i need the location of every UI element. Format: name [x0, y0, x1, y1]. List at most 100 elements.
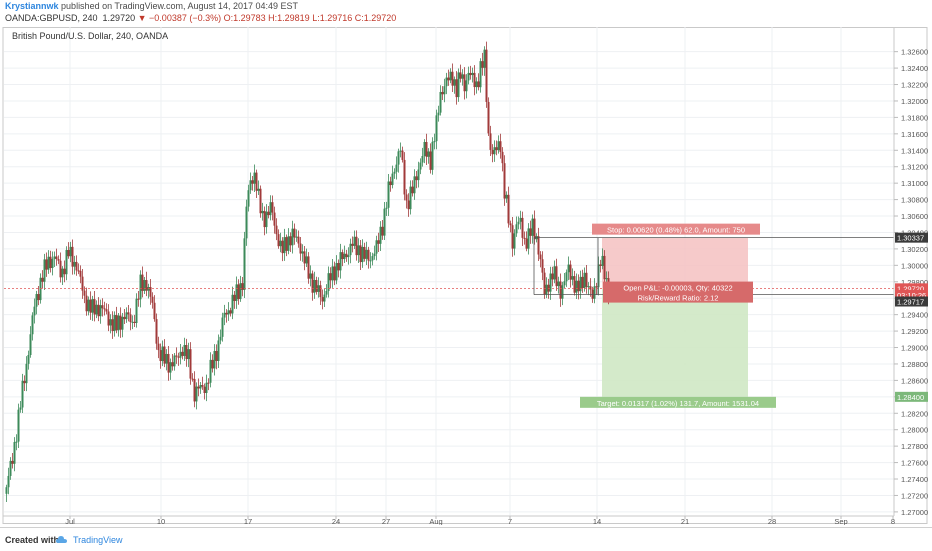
ohlc-values: O:1.29783 H:1.29819 L:1.29716 C:1.29720: [223, 13, 397, 23]
price-marker-box: [895, 289, 928, 300]
candle-body: [489, 133, 492, 150]
candle-body: [405, 194, 408, 201]
symbol-info: OANDA:GBPUSD, 240 1.29720 ▼ −0.00387 (−0…: [5, 13, 396, 27]
candle-body: [195, 386, 198, 402]
candle-body: [235, 284, 238, 301]
price-tick-label: 1.28600: [901, 376, 928, 385]
candle-body: [229, 310, 232, 314]
candle-body: [429, 151, 432, 170]
candle-body: [203, 386, 206, 394]
candle-body: [387, 181, 390, 208]
chart-frame: [2, 27, 928, 524]
candle-body: [301, 251, 304, 254]
candle-body: [103, 308, 106, 310]
publish-info: Krystiannwk published on TradingView.com…: [5, 1, 298, 15]
candle-body: [87, 299, 90, 312]
candle-body: [401, 150, 404, 160]
candle-body: [139, 274, 142, 300]
candle-body: [199, 385, 202, 389]
price-marker-box: [895, 232, 928, 243]
chart-canvas[interactable]: 1.32600 1.32400 1.32200 1.32000 1.31800 1.316…: [0, 27, 932, 525]
candle-body: [561, 285, 564, 299]
candle-body: [23, 380, 26, 384]
candle-body: [527, 228, 530, 249]
candle-body: [113, 315, 116, 332]
candle-body: [61, 268, 64, 278]
candle-body: [431, 141, 434, 170]
candle-body: [499, 141, 502, 152]
candle-body: [191, 378, 194, 380]
candle-body: [537, 236, 540, 255]
time-tick-label: 8: [891, 517, 895, 525]
candle-body: [119, 315, 122, 330]
candle-body: [97, 304, 100, 317]
candle-body: [343, 253, 346, 260]
candle-body: [393, 171, 396, 174]
candle-body: [109, 319, 112, 326]
candle-body: [597, 264, 600, 288]
candle-body: [479, 61, 482, 88]
candle-body: [53, 256, 56, 259]
stop-zone: [602, 237, 748, 289]
price-tick-label: 1.29400: [901, 311, 928, 320]
candle-body: [257, 188, 260, 191]
chart-title: British Pound/U.S. Dollar, 240, OANDA: [12, 31, 169, 41]
candle-body: [351, 243, 354, 246]
candle-body: [539, 254, 542, 260]
candle-body: [353, 236, 356, 246]
candle-body: [197, 386, 200, 389]
candle-body: [183, 344, 186, 356]
candle-body: [435, 115, 438, 142]
candle-body: [247, 190, 250, 207]
candle-body: [237, 284, 240, 300]
candle-body: [359, 245, 362, 263]
candle-body: [483, 49, 486, 68]
candle-body: [221, 317, 224, 337]
candle-body: [65, 249, 68, 275]
candle-body: [303, 251, 306, 264]
candle-body: [449, 71, 452, 81]
position-zones: [602, 237, 748, 397]
candle-body: [163, 346, 166, 364]
candle-body: [565, 272, 568, 282]
candle-body: [275, 225, 278, 235]
candle-body: [209, 359, 212, 383]
tradingview-link[interactable]: TradingView: [73, 535, 123, 545]
candle-series: [5, 41, 610, 503]
candle-body: [245, 206, 248, 239]
price-tick-label: 1.31200: [901, 163, 928, 172]
candle-body: [169, 362, 172, 373]
candle-body: [115, 315, 118, 331]
candle-body: [421, 156, 424, 163]
candle-body: [443, 86, 446, 95]
candle-body: [293, 228, 296, 238]
candle-body: [291, 228, 294, 246]
price-tick-label: 1.28200: [901, 409, 928, 418]
candle-body: [217, 340, 220, 361]
candle-body: [25, 363, 28, 384]
time-tick-label: 24: [332, 517, 340, 525]
candle-body: [279, 240, 282, 247]
candle-body: [31, 315, 34, 335]
candle-body: [117, 315, 120, 331]
candle-body: [491, 149, 494, 155]
candle-body: [59, 260, 62, 278]
candle-body: [33, 306, 36, 316]
candle-body: [187, 349, 190, 360]
candle-body: [165, 353, 168, 364]
candle-body: [407, 200, 410, 210]
author-link[interactable]: Krystiannwk: [5, 1, 59, 11]
candle-body: [127, 312, 130, 315]
candle-body: [19, 407, 22, 410]
candle-body: [131, 321, 134, 323]
candle-body: [389, 181, 392, 186]
price-tick-label: 1.31600: [901, 130, 928, 139]
candle-body: [141, 274, 144, 291]
candle-body: [477, 81, 480, 88]
candle-body: [501, 151, 504, 164]
candle-body: [287, 236, 290, 251]
candle-body: [427, 151, 430, 157]
time-axis[interactable]: Jul 10 17 24 27 Aug 7 14 21 28 Sep 8: [65, 516, 895, 525]
candle-body: [261, 210, 264, 214]
candle-body: [549, 273, 552, 292]
